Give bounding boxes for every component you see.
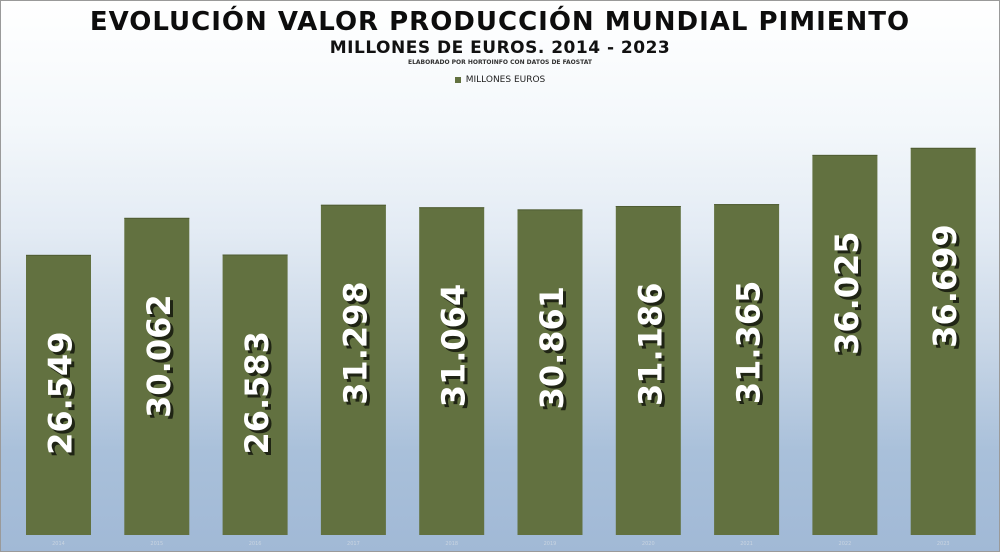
x-tick-label-2023: 2023: [937, 541, 950, 547]
bar-value-shadow-2017: 31.298: [339, 284, 377, 407]
x-tick-label-2018: 2018: [445, 541, 458, 547]
chart-credit: ELABORADO POR HORTOINFO CON DATOS DE FAO…: [407, 59, 592, 66]
bar-value-label-2018: 31.064: [435, 284, 473, 407]
x-tick-label-2021: 2021: [740, 541, 753, 547]
bar-value-label-2017: 31.298: [336, 281, 374, 404]
bar-2018: [419, 207, 485, 536]
bar-value-shadow-2018: 31.064: [438, 287, 476, 410]
bar-value-shadow-2015: 30.062: [143, 297, 181, 420]
bar-value-shadow-2014: 26.549: [45, 334, 83, 457]
bar-value-label-2015: 30.062: [140, 294, 178, 417]
bar-2014: [26, 254, 91, 535]
chart-subtitle: MILLONES DE EUROS. 2014 - 2023: [329, 38, 671, 58]
x-tick-label-2017: 2017: [347, 541, 360, 547]
x-tick-label-2020: 2020: [642, 541, 655, 547]
bar-value-label-2023: 36.699: [926, 224, 964, 347]
bar-value-shadow-2022: 36.025: [831, 234, 869, 357]
legend-swatch: [454, 77, 461, 83]
bar-value-shadow-2019: 30.861: [536, 289, 574, 412]
bar-2015: [124, 217, 190, 536]
bar-value-label-2020: 31.186: [631, 283, 669, 406]
chart-legend: MILLONES EUROS: [1, 75, 999, 85]
bar-2021: [714, 204, 780, 535]
bar-2019: [517, 209, 583, 535]
bar-2023: [910, 147, 976, 535]
bar-value-label-2021: 31.365: [730, 281, 768, 404]
bar-value-label-2019: 30.861: [533, 286, 571, 409]
chart-title: EVOLUCIÓN VALOR PRODUCCIÓN MUNDIAL PIMIE…: [89, 7, 911, 37]
x-tick-label-2019: 2019: [544, 541, 557, 547]
x-tick-label-2016: 2016: [249, 541, 262, 547]
x-tick-label-2022: 2022: [839, 541, 852, 547]
bar-value-shadow-2020: 31.186: [634, 286, 672, 409]
x-tick-label-2014: 2014: [52, 541, 65, 547]
bar-2022: [812, 154, 878, 535]
bar-2020: [615, 205, 681, 535]
bar-2016: [222, 254, 288, 535]
x-tick-label-2015: 2015: [150, 541, 163, 547]
bar-value-shadow-2021: 31.365: [733, 284, 771, 407]
bar-value-label-2014: 26.549: [42, 331, 80, 454]
bar-value-shadow-2016: 26.583: [241, 334, 279, 457]
bar-value-label-2022: 36.025: [828, 231, 866, 354]
bar-2017: [320, 204, 386, 536]
bar-value-label-2016: 26.583: [238, 331, 276, 454]
legend-label: MILLONES EUROS: [465, 75, 546, 85]
bar-value-shadow-2023: 36.699: [929, 227, 967, 350]
